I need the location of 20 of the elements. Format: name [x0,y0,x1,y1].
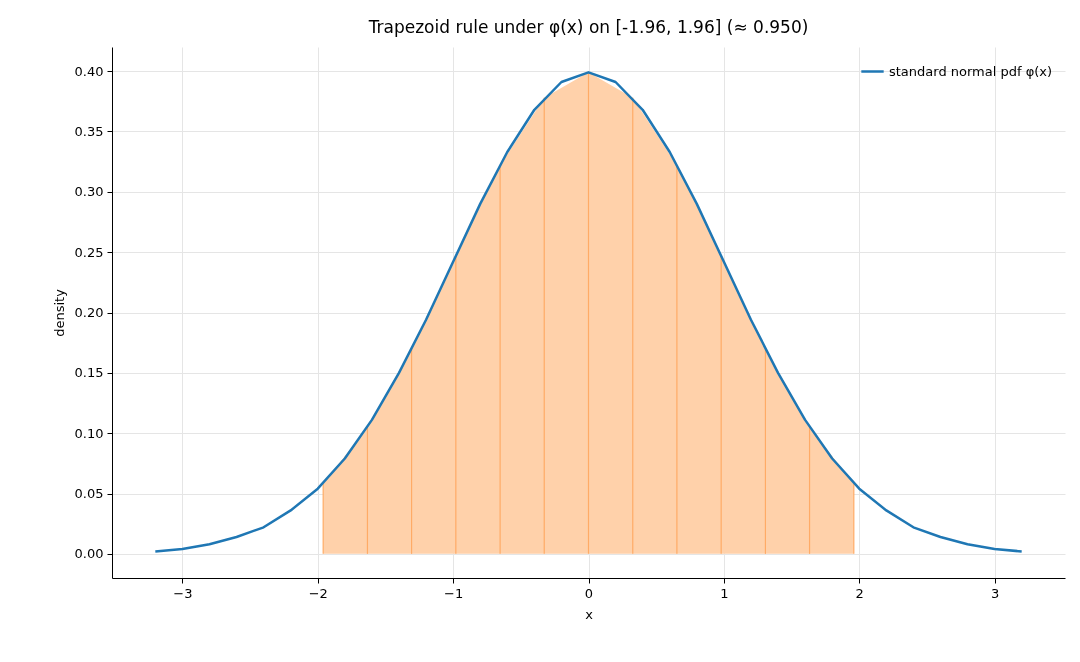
y-tick-label: 0.10 [74,425,104,441]
y-tick-label: 0.15 [74,365,104,381]
y-tick-label: 0.25 [74,244,104,260]
x-tick-label: 3 [990,585,1000,601]
y-tick-label: 0.35 [74,123,104,139]
y-tick-label: 0.05 [74,486,104,502]
y-tick-label: 0.20 [74,305,104,320]
x-tick-label: −1 [444,585,464,601]
x-axis-title: x [585,606,594,622]
y-tick-label: 0.30 [74,184,104,200]
chart-title: Trapezoid rule under φ(x) on [-1.96, 1.96] (≈ 0.950) [367,17,809,37]
x-tick-label: 1 [720,585,729,601]
x-tick-label: −3 [173,585,193,601]
y-tick-label: 0.00 [74,546,104,562]
x-tick-label: 0 [584,585,594,601]
x-tick-label: −2 [308,585,328,601]
y-tick-label: 0.40 [74,63,104,79]
legend-label: standard normal pdf φ(x) [889,63,1053,79]
x-tick-label: 2 [855,585,864,601]
y-axis-title: density [51,288,67,337]
